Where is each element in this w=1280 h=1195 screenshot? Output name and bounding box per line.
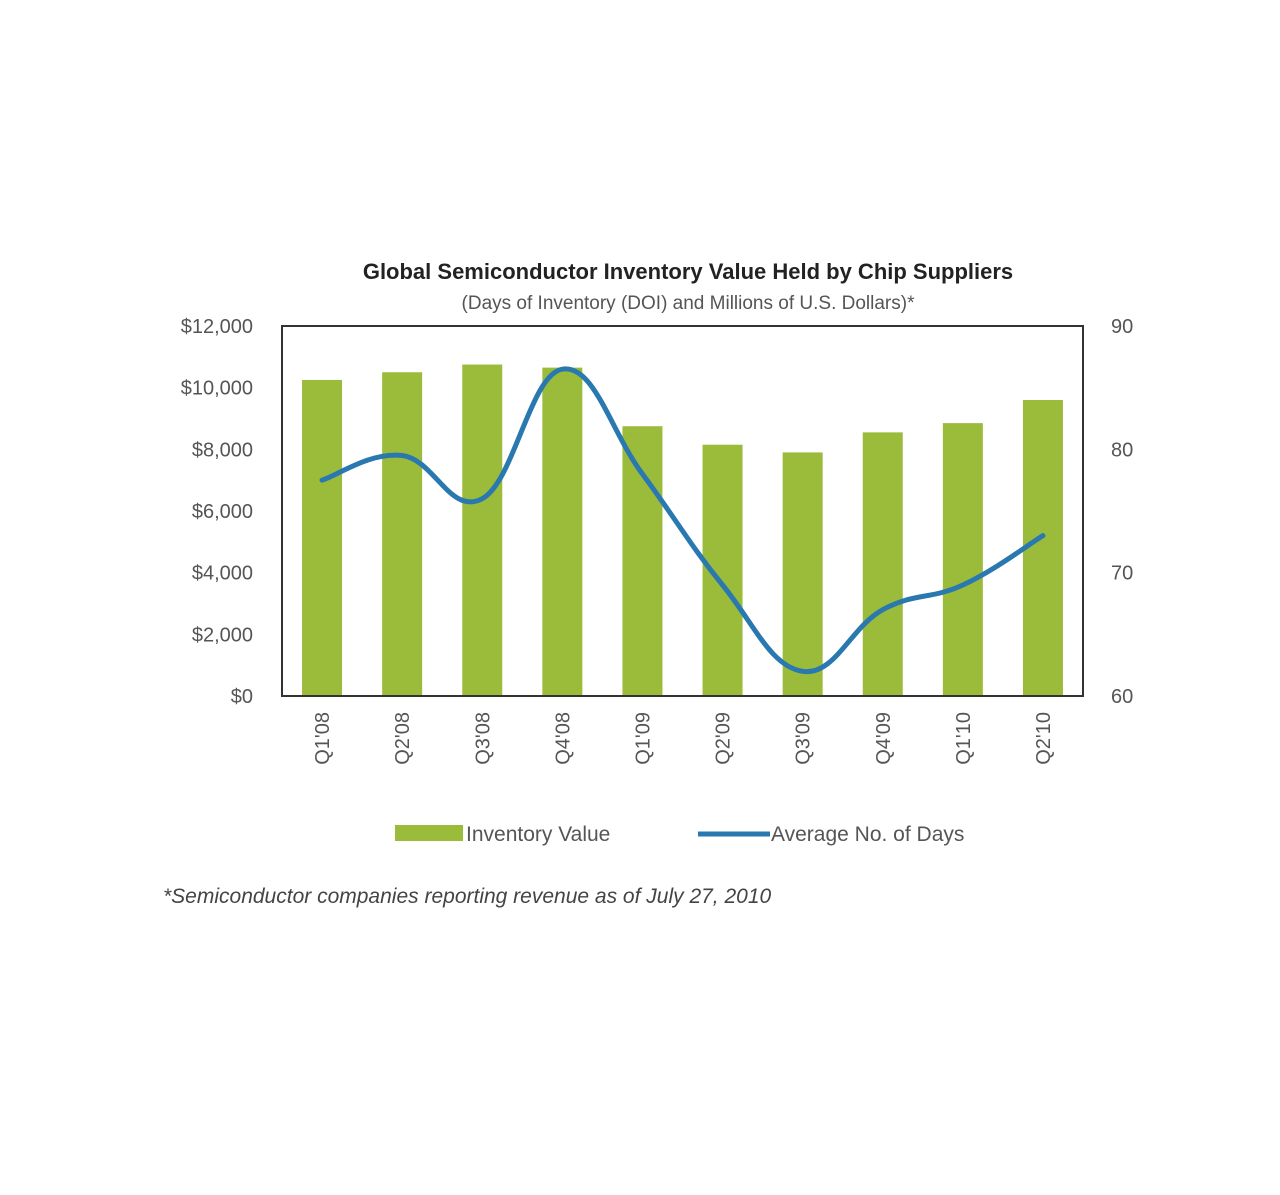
x-tick-label: Q4'09: [873, 712, 895, 765]
bar: [382, 372, 422, 696]
legend-swatch-inventory-value: [395, 825, 463, 841]
bar: [622, 426, 662, 696]
bar: [943, 423, 983, 696]
x-axis-ticks: Q1'08 Q2'08 Q3'08 Q4'08 Q1'09 Q2'09 Q3'09 Q4'09…: [312, 712, 1055, 765]
chart-subtitle: (Days of Inventory (DOI) and Millions of…: [462, 293, 916, 314]
x-tick-label: Q2'09: [713, 712, 735, 765]
y-left-tick-label: $2,000: [192, 624, 253, 646]
x-tick-label: Q4'08: [552, 712, 574, 765]
legend: Inventory Value Average No. of Days: [395, 823, 964, 846]
y-right-tick-label: 70: [1111, 563, 1133, 585]
y-left-tick-label: $6,000: [192, 501, 253, 523]
x-tick-label: Q3'09: [793, 712, 815, 765]
y-left-tick-label: $12,000: [181, 316, 253, 338]
left-axis-ticks: $0 $2,000 $4,000 $6,000 $8,000 $10,000 $12,000: [181, 316, 253, 708]
y-left-tick-label: $10,000: [181, 378, 253, 400]
bar: [462, 365, 502, 696]
line-layer: [322, 369, 1043, 672]
right-axis-ticks: 60 70 80 90: [1111, 316, 1133, 708]
chart-title: Global Semiconductor Inventory Value Hel…: [363, 259, 1013, 284]
x-tick-label: Q3'08: [472, 712, 494, 765]
bar: [302, 380, 342, 696]
x-tick-label: Q1'09: [632, 712, 654, 765]
x-tick-label: Q1'08: [312, 712, 334, 765]
y-left-tick-label: $4,000: [192, 563, 253, 585]
x-tick-label: Q1'10: [953, 712, 975, 765]
bar: [542, 368, 582, 696]
y-left-tick-label: $0: [231, 686, 253, 708]
y-left-tick-label: $8,000: [192, 439, 253, 461]
series-line-average-days: [322, 369, 1043, 672]
legend-label-inventory-value: Inventory Value: [466, 823, 610, 846]
x-tick-label: Q2'10: [1033, 712, 1055, 765]
y-right-tick-label: 90: [1111, 316, 1133, 338]
bar: [783, 452, 823, 696]
legend-label-average-days: Average No. of Days: [771, 823, 964, 846]
y-right-tick-label: 80: [1111, 439, 1133, 461]
chart-footnote: *Semiconductor companies reporting reven…: [163, 885, 772, 908]
bar: [863, 432, 903, 696]
x-tick-label: Q2'08: [392, 712, 414, 765]
bar: [1023, 400, 1063, 696]
y-right-tick-label: 60: [1111, 686, 1133, 708]
